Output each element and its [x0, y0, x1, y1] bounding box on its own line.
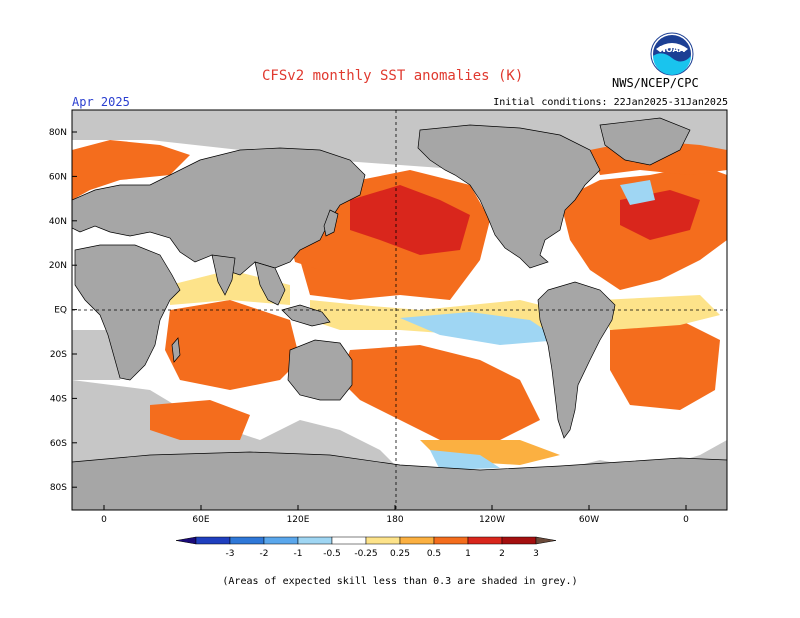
japan: [324, 210, 338, 236]
cool-anomaly-southern: [430, 450, 500, 470]
low-skill-region: [72, 380, 727, 510]
legend-swatch: [264, 537, 298, 544]
lat-tick-label: 80S: [50, 483, 67, 493]
warm-anomaly-south-pacific: [340, 345, 540, 440]
strong-warm-anomaly: [350, 185, 470, 255]
lat-tick-label: 60N: [49, 172, 67, 182]
legend-label: 0.5: [427, 549, 441, 559]
africa: [75, 245, 180, 380]
legend-swatch: [400, 537, 434, 544]
legend-swatch: [332, 537, 366, 544]
footnote: (Areas of expected skill less than 0.3 a…: [0, 576, 800, 587]
latitude-axis: 80N 60N 40N 20N EQ 20S 40S 60S 80S: [49, 128, 77, 493]
longitude-axis: 0 60E 120E 180 120W 60W 0: [101, 505, 689, 525]
chart-title: CFSv2 monthly SST anomalies (K): [262, 68, 523, 84]
lat-tick-label: 80N: [49, 128, 67, 138]
lat-tick-label: 20N: [49, 261, 67, 271]
lon-tick-label: 0: [101, 515, 107, 525]
strong-warm-anomaly: [620, 190, 700, 240]
sst-anomaly-map: 80N60N40N20NEQ20S40S60S80S 0 60E 120E 180 12…: [0, 0, 800, 618]
antarctica: [72, 452, 727, 510]
low-skill-region: [72, 330, 130, 380]
legend-label: -0.5: [323, 549, 341, 559]
warm-anomaly-indian-ocean: [165, 300, 300, 390]
weak-warm-anomaly: [170, 270, 290, 305]
color-legend: -3 -2 -1 -0.5 -0.25 0.25 0.5 1 2 3: [176, 537, 556, 559]
lat-tick-label: 20S: [50, 350, 67, 360]
legend-swatch: [230, 537, 264, 544]
legend-label: -3: [226, 549, 235, 559]
legend-swatch: [468, 537, 502, 544]
legend-label: 1: [465, 549, 471, 559]
eurasia: [72, 148, 365, 275]
legend-swatch: [434, 537, 468, 544]
south-america: [538, 282, 615, 438]
legend-swatch: [502, 537, 536, 544]
ocean-background: [72, 110, 727, 510]
cool-anomaly-atlantic: [620, 180, 655, 205]
lat-tick-label: 40N: [49, 217, 67, 227]
lon-tick-label: 60E: [192, 515, 209, 525]
weak-warm-anomaly: [310, 300, 560, 340]
lat-tick-label: 40S: [50, 394, 67, 404]
weak-warm-anomaly: [420, 440, 560, 465]
warm-anomaly-north-pacific: [300, 170, 490, 300]
legend-max-arrow: [536, 537, 556, 544]
lon-tick-label: 60W: [579, 515, 599, 525]
legend-label: 0.25: [390, 549, 410, 559]
warm-anomaly-arctic: [590, 140, 727, 175]
logo-text: NOAA: [659, 45, 685, 54]
lon-tick-label: 180: [386, 515, 403, 525]
lat-tick-label: 60S: [50, 439, 67, 449]
lat-tick-label: EQ: [54, 306, 67, 316]
low-skill-region: [72, 110, 727, 170]
initial-conditions: Initial conditions: 22Jan2025-31Jan2025: [493, 97, 728, 108]
india: [212, 255, 235, 295]
legend-min-arrow: [176, 537, 196, 544]
greenland: [600, 118, 690, 165]
lon-tick-label: 120W: [479, 515, 505, 525]
lon-tick-label: 0: [683, 515, 689, 525]
madagascar: [172, 338, 180, 362]
legend-label: 3: [533, 549, 539, 559]
cool-anomaly-equatorial: [400, 312, 560, 345]
maritime-continent: [282, 305, 330, 326]
legend-label: -0.25: [354, 549, 377, 559]
forecast-month: Apr 2025: [72, 95, 130, 109]
legend-label: 2: [499, 549, 505, 559]
southeast-asia: [255, 262, 285, 305]
legend-label: -1: [294, 549, 303, 559]
agency-label: NWS/NCEP/CPC: [612, 76, 699, 90]
legend-swatch: [298, 537, 332, 544]
map-frame: [72, 110, 727, 510]
north-america: [418, 125, 600, 268]
legend-swatch: [366, 537, 400, 544]
anomaly-fields: [72, 110, 727, 510]
warm-anomaly-arctic: [72, 140, 190, 200]
legend-swatch: [196, 537, 230, 544]
warm-anomaly-west-pacific: [290, 225, 345, 270]
continents: [72, 118, 727, 510]
lon-tick-label: 120E: [287, 515, 310, 525]
weak-warm-anomaly: [600, 295, 720, 330]
australia: [288, 340, 352, 400]
warm-anomaly-north-atlantic: [560, 165, 727, 290]
warm-anomaly-south-atlantic: [610, 320, 720, 410]
warm-anomaly-southern-indian: [150, 400, 250, 440]
noaa-logo: NOAA: [650, 32, 694, 76]
legend-label: -2: [260, 549, 269, 559]
